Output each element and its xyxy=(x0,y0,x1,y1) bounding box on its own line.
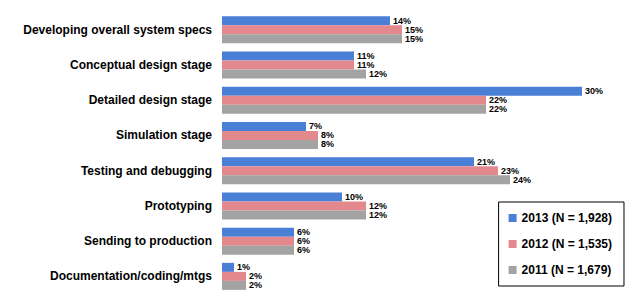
svg-text:12%: 12% xyxy=(369,210,387,220)
svg-text:15%: 15% xyxy=(405,24,423,35)
svg-text:12%: 12% xyxy=(369,69,387,79)
svg-text:2013 (N = 1,928): 2013 (N = 1,928) xyxy=(522,211,612,225)
svg-text:Testing and debugging: Testing and debugging xyxy=(81,164,212,178)
svg-text:6%: 6% xyxy=(297,236,310,247)
svg-text:Conceptual design stage: Conceptual design stage xyxy=(70,58,212,72)
svg-text:23%: 23% xyxy=(501,165,519,176)
svg-text:Sending to production: Sending to production xyxy=(84,234,212,248)
svg-text:Developing overall system spec: Developing overall system specs xyxy=(23,23,212,37)
svg-text:2011 (N = 1,679): 2011 (N = 1,679) xyxy=(522,263,612,277)
svg-text:11%: 11% xyxy=(357,59,375,70)
svg-text:15%: 15% xyxy=(405,34,423,44)
svg-text:Prototyping: Prototyping xyxy=(145,199,212,213)
svg-text:2%: 2% xyxy=(249,280,262,290)
svg-text:14%: 14% xyxy=(393,15,411,26)
svg-text:8%: 8% xyxy=(321,139,334,149)
svg-text:10%: 10% xyxy=(345,192,363,202)
svg-text:30%: 30% xyxy=(585,86,603,96)
svg-text:12%: 12% xyxy=(369,200,387,211)
svg-text:6%: 6% xyxy=(297,227,310,238)
svg-text:22%: 22% xyxy=(489,104,507,114)
svg-text:6%: 6% xyxy=(297,245,310,255)
svg-text:1%: 1% xyxy=(237,262,250,273)
svg-text:22%: 22% xyxy=(489,95,507,106)
svg-text:21%: 21% xyxy=(477,157,495,167)
svg-text:7%: 7% xyxy=(309,121,322,132)
svg-text:Simulation stage: Simulation stage xyxy=(116,128,212,142)
svg-text:Detailed design stage: Detailed design stage xyxy=(89,93,213,107)
svg-text:Documentation/coding/mtgs: Documentation/coding/mtgs xyxy=(50,269,212,283)
svg-text:24%: 24% xyxy=(513,175,531,185)
svg-text:8%: 8% xyxy=(321,130,334,141)
svg-text:2%: 2% xyxy=(249,271,262,282)
svg-text:11%: 11% xyxy=(357,50,375,61)
svg-text:2012 (N = 1,535): 2012 (N = 1,535) xyxy=(522,237,612,251)
